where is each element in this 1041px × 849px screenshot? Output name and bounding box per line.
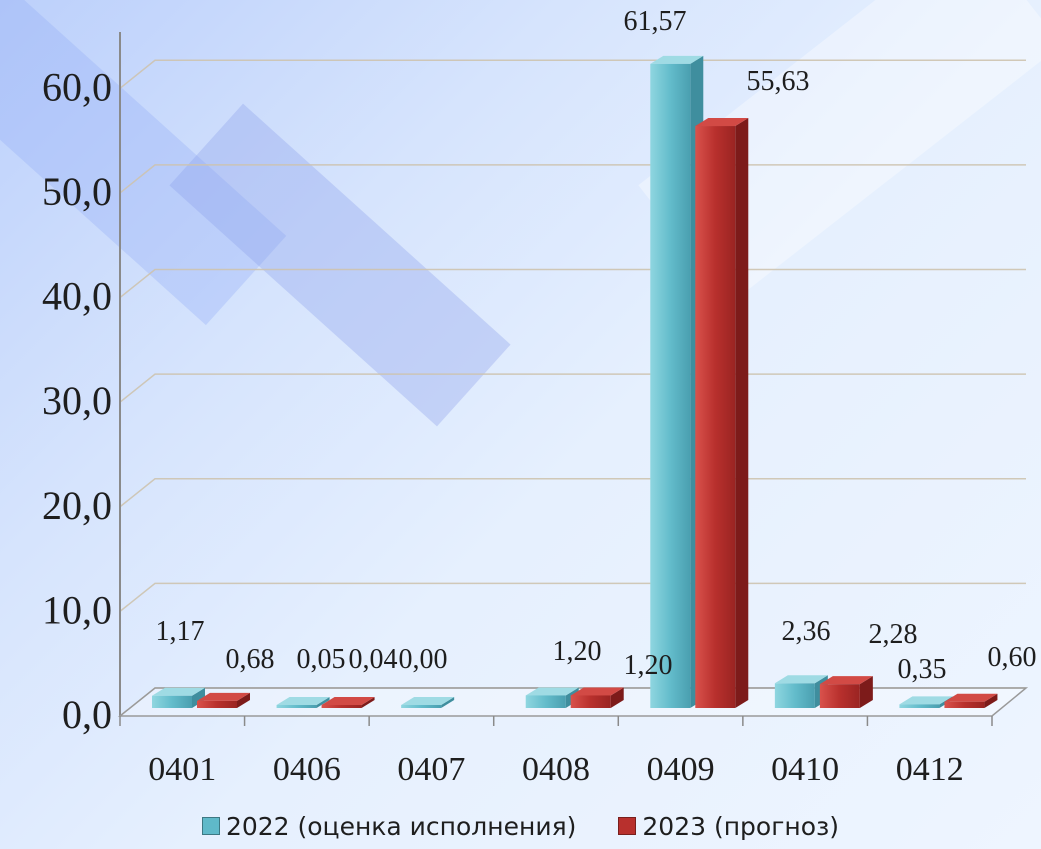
gridline — [119, 164, 1026, 194]
bar-2023-0406 — [321, 697, 375, 708]
bar-2022-0410 — [774, 675, 828, 708]
data-label: 0,68 — [226, 644, 275, 675]
bar-2023-0412 — [944, 693, 998, 708]
bar-2023-0410 — [819, 676, 873, 708]
data-label: 1,20 — [624, 650, 673, 681]
data-label: 2,28 — [869, 619, 918, 650]
data-label: 2,36 — [782, 616, 831, 647]
y-tick-label: 20,0 — [42, 483, 112, 528]
y-tick-label: 60,0 — [42, 64, 112, 109]
bar-2022-0401 — [152, 687, 205, 708]
data-label: 1,17 — [156, 616, 205, 647]
data-label: 0,35 — [898, 654, 947, 685]
bar-2023-0408 — [570, 687, 624, 708]
data-label: 55,63 — [747, 66, 810, 97]
gridline — [119, 59, 1026, 89]
data-label: 1,20 — [553, 636, 602, 667]
x-tick-label: 0410 — [771, 751, 839, 788]
gridline — [119, 478, 1026, 508]
data-label: 0,05 — [297, 644, 346, 675]
data-labels: 1,17 0,05 0,00 1,20 61,57 2,36 0,35 0,68 0,04 1,2… — [156, 6, 1037, 685]
y-tick-label: 10,0 — [42, 587, 112, 632]
x-tick-label: 0408 — [522, 751, 590, 788]
bar-2022-0406 — [276, 697, 330, 708]
legend-label-2023: 2023 (прогноз) — [642, 811, 840, 841]
y-tick-label: 30,0 — [42, 378, 112, 423]
bars — [152, 55, 998, 709]
legend-item-2023: 2023 (прогноз) — [618, 812, 839, 841]
bar-2023-0401 — [197, 692, 250, 708]
y-tick-label: 0,0 — [62, 692, 112, 737]
legend-label-2022: 2022 (оценка исполнения) — [225, 811, 577, 841]
data-label: 61,57 — [624, 6, 687, 37]
legend-swatch-2022 — [201, 817, 220, 835]
y-tick-label: 50,0 — [42, 169, 112, 214]
x-tick-label: 0407 — [397, 751, 465, 788]
gridline — [119, 373, 1026, 403]
gridline — [119, 582, 1026, 612]
x-tick-label: 0406 — [273, 751, 341, 788]
legend: 2022 (оценка исполнения) 2023 (прогноз) — [0, 806, 1041, 846]
bar-2023-0409 — [695, 118, 749, 709]
x-tick-label: 0401 — [148, 751, 216, 788]
y-tick-label: 40,0 — [42, 274, 112, 319]
data-label: 0,00 — [399, 644, 448, 675]
gridline — [119, 268, 1026, 299]
x-tick-label: 0412 — [896, 751, 964, 788]
x-tick-label: 0409 — [647, 751, 715, 788]
legend-swatch-2023 — [618, 817, 637, 835]
legend-item-2022: 2022 (оценка исполнения) — [201, 811, 577, 841]
gridlines — [119, 59, 1026, 717]
bar-2022-0407 — [401, 697, 455, 708]
data-label: 0,60 — [988, 642, 1037, 673]
data-label: 0,04 — [349, 644, 398, 675]
axes: 0,0 10,0 20,0 30,0 40,0 50,0 60,0 0401 0406 0407 0… — [42, 32, 1029, 788]
